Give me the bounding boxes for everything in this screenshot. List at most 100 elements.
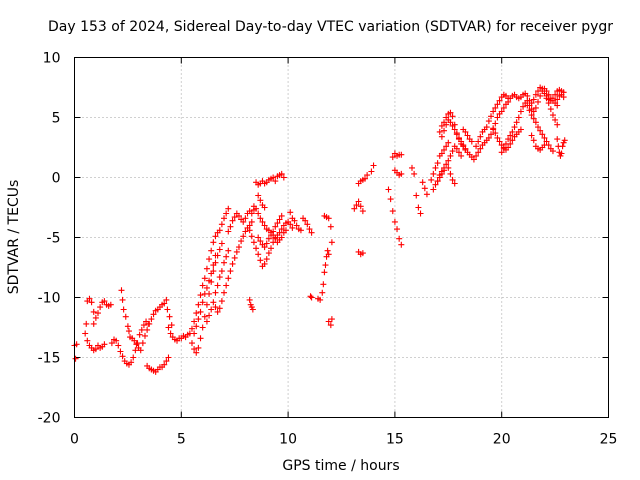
data-point-marker [150, 311, 157, 318]
data-point-marker [255, 192, 262, 199]
data-point-marker [90, 320, 97, 327]
data-point-marker [549, 95, 556, 102]
data-point-marker [225, 228, 232, 235]
data-point-marker [559, 143, 566, 150]
data-point-marker [526, 102, 533, 109]
data-point-marker [287, 221, 294, 228]
data-point-marker [146, 320, 153, 327]
data-point-marker [449, 148, 456, 155]
data-point-marker [249, 306, 256, 313]
data-point-marker [131, 337, 138, 344]
data-point-marker [398, 151, 405, 158]
data-point-marker [210, 299, 217, 306]
data-point-marker [188, 340, 195, 347]
data-point-marker [398, 170, 405, 177]
data-point-marker [250, 239, 257, 246]
data-point-marker [238, 238, 245, 245]
data-point-marker [554, 96, 561, 103]
data-point-marker [212, 233, 219, 240]
data-point-marker [325, 215, 332, 222]
data-point-marker [221, 289, 228, 296]
data-point-marker [203, 284, 210, 291]
data-point-marker [319, 289, 326, 296]
data-point-marker [468, 138, 475, 145]
data-point-marker [206, 312, 213, 319]
x-axis-label: GPS time / hours [282, 458, 399, 474]
data-point-marker [101, 298, 108, 305]
data-point-marker [248, 218, 255, 225]
data-point-marker [408, 164, 415, 171]
data-point-marker [415, 204, 422, 211]
data-point-marker [500, 145, 507, 152]
data-point-marker [359, 250, 366, 257]
data-point-marker [206, 277, 213, 284]
data-point-marker [511, 124, 518, 131]
data-point-marker [216, 305, 223, 312]
data-point-marker [498, 108, 505, 115]
data-point-marker [441, 146, 448, 153]
data-point-marker [163, 296, 170, 303]
data-point-marker [231, 254, 238, 261]
data-point-marker [212, 252, 219, 259]
data-point-marker [225, 275, 232, 282]
data-point-marker [558, 150, 565, 157]
data-point-marker [317, 296, 324, 303]
data-point-marker [225, 205, 232, 212]
data-point-marker [539, 131, 546, 138]
data-point-marker [188, 325, 195, 332]
data-point-marker [477, 145, 484, 152]
data-point-marker [320, 281, 327, 288]
data-point-marker [419, 179, 426, 186]
data-point-marker [423, 191, 430, 198]
data-point-marker [134, 340, 141, 347]
data-point-marker [428, 176, 435, 183]
data-point-marker [453, 131, 460, 138]
data-point-marker [438, 150, 445, 157]
grid [74, 57, 609, 418]
data-point-marker [502, 140, 509, 147]
data-point-marker [438, 122, 445, 129]
data-point-marker [212, 304, 219, 311]
data-point-marker [464, 132, 471, 139]
data-point-marker [199, 299, 206, 306]
data-point-marker [163, 358, 170, 365]
data-point-marker [261, 260, 268, 267]
data-point-marker [475, 149, 482, 156]
data-point-marker [505, 144, 512, 151]
data-point-marker [195, 344, 202, 351]
data-point-marker [351, 205, 358, 212]
y-tick-label: -10 [38, 291, 61, 307]
data-point-marker [278, 170, 285, 177]
data-point-marker [124, 323, 131, 330]
data-point-marker [438, 133, 445, 140]
data-point-marker [201, 275, 208, 282]
data-point-marker [88, 299, 95, 306]
data-point-marker [494, 101, 501, 108]
data-point-marker [208, 306, 215, 313]
data-point-marker [541, 142, 548, 149]
data-point-marker [227, 268, 234, 275]
data-point-marker [413, 192, 420, 199]
data-point-marker [554, 121, 561, 128]
x-tick-label: 5 [177, 432, 186, 448]
data-point-marker [498, 149, 505, 156]
data-point-marker [257, 215, 264, 222]
data-point-marker [517, 126, 524, 133]
data-point-marker [307, 293, 314, 300]
data-point-marker [530, 96, 537, 103]
data-point-marker [507, 132, 514, 139]
data-point-marker [398, 241, 405, 248]
data-point-marker [203, 301, 210, 308]
data-point-marker [505, 98, 512, 105]
data-point-marker [306, 226, 313, 233]
x-tick-label: 0 [70, 432, 79, 448]
data-point-marker [460, 143, 467, 150]
data-point-marker [436, 128, 443, 135]
data-point-marker [543, 138, 550, 145]
data-point-marker [547, 106, 554, 113]
data-point-marker [462, 128, 469, 135]
data-point-marker [359, 208, 366, 215]
data-point-marker [141, 332, 148, 339]
data-point-marker [229, 260, 236, 267]
data-point-marker [509, 128, 516, 135]
